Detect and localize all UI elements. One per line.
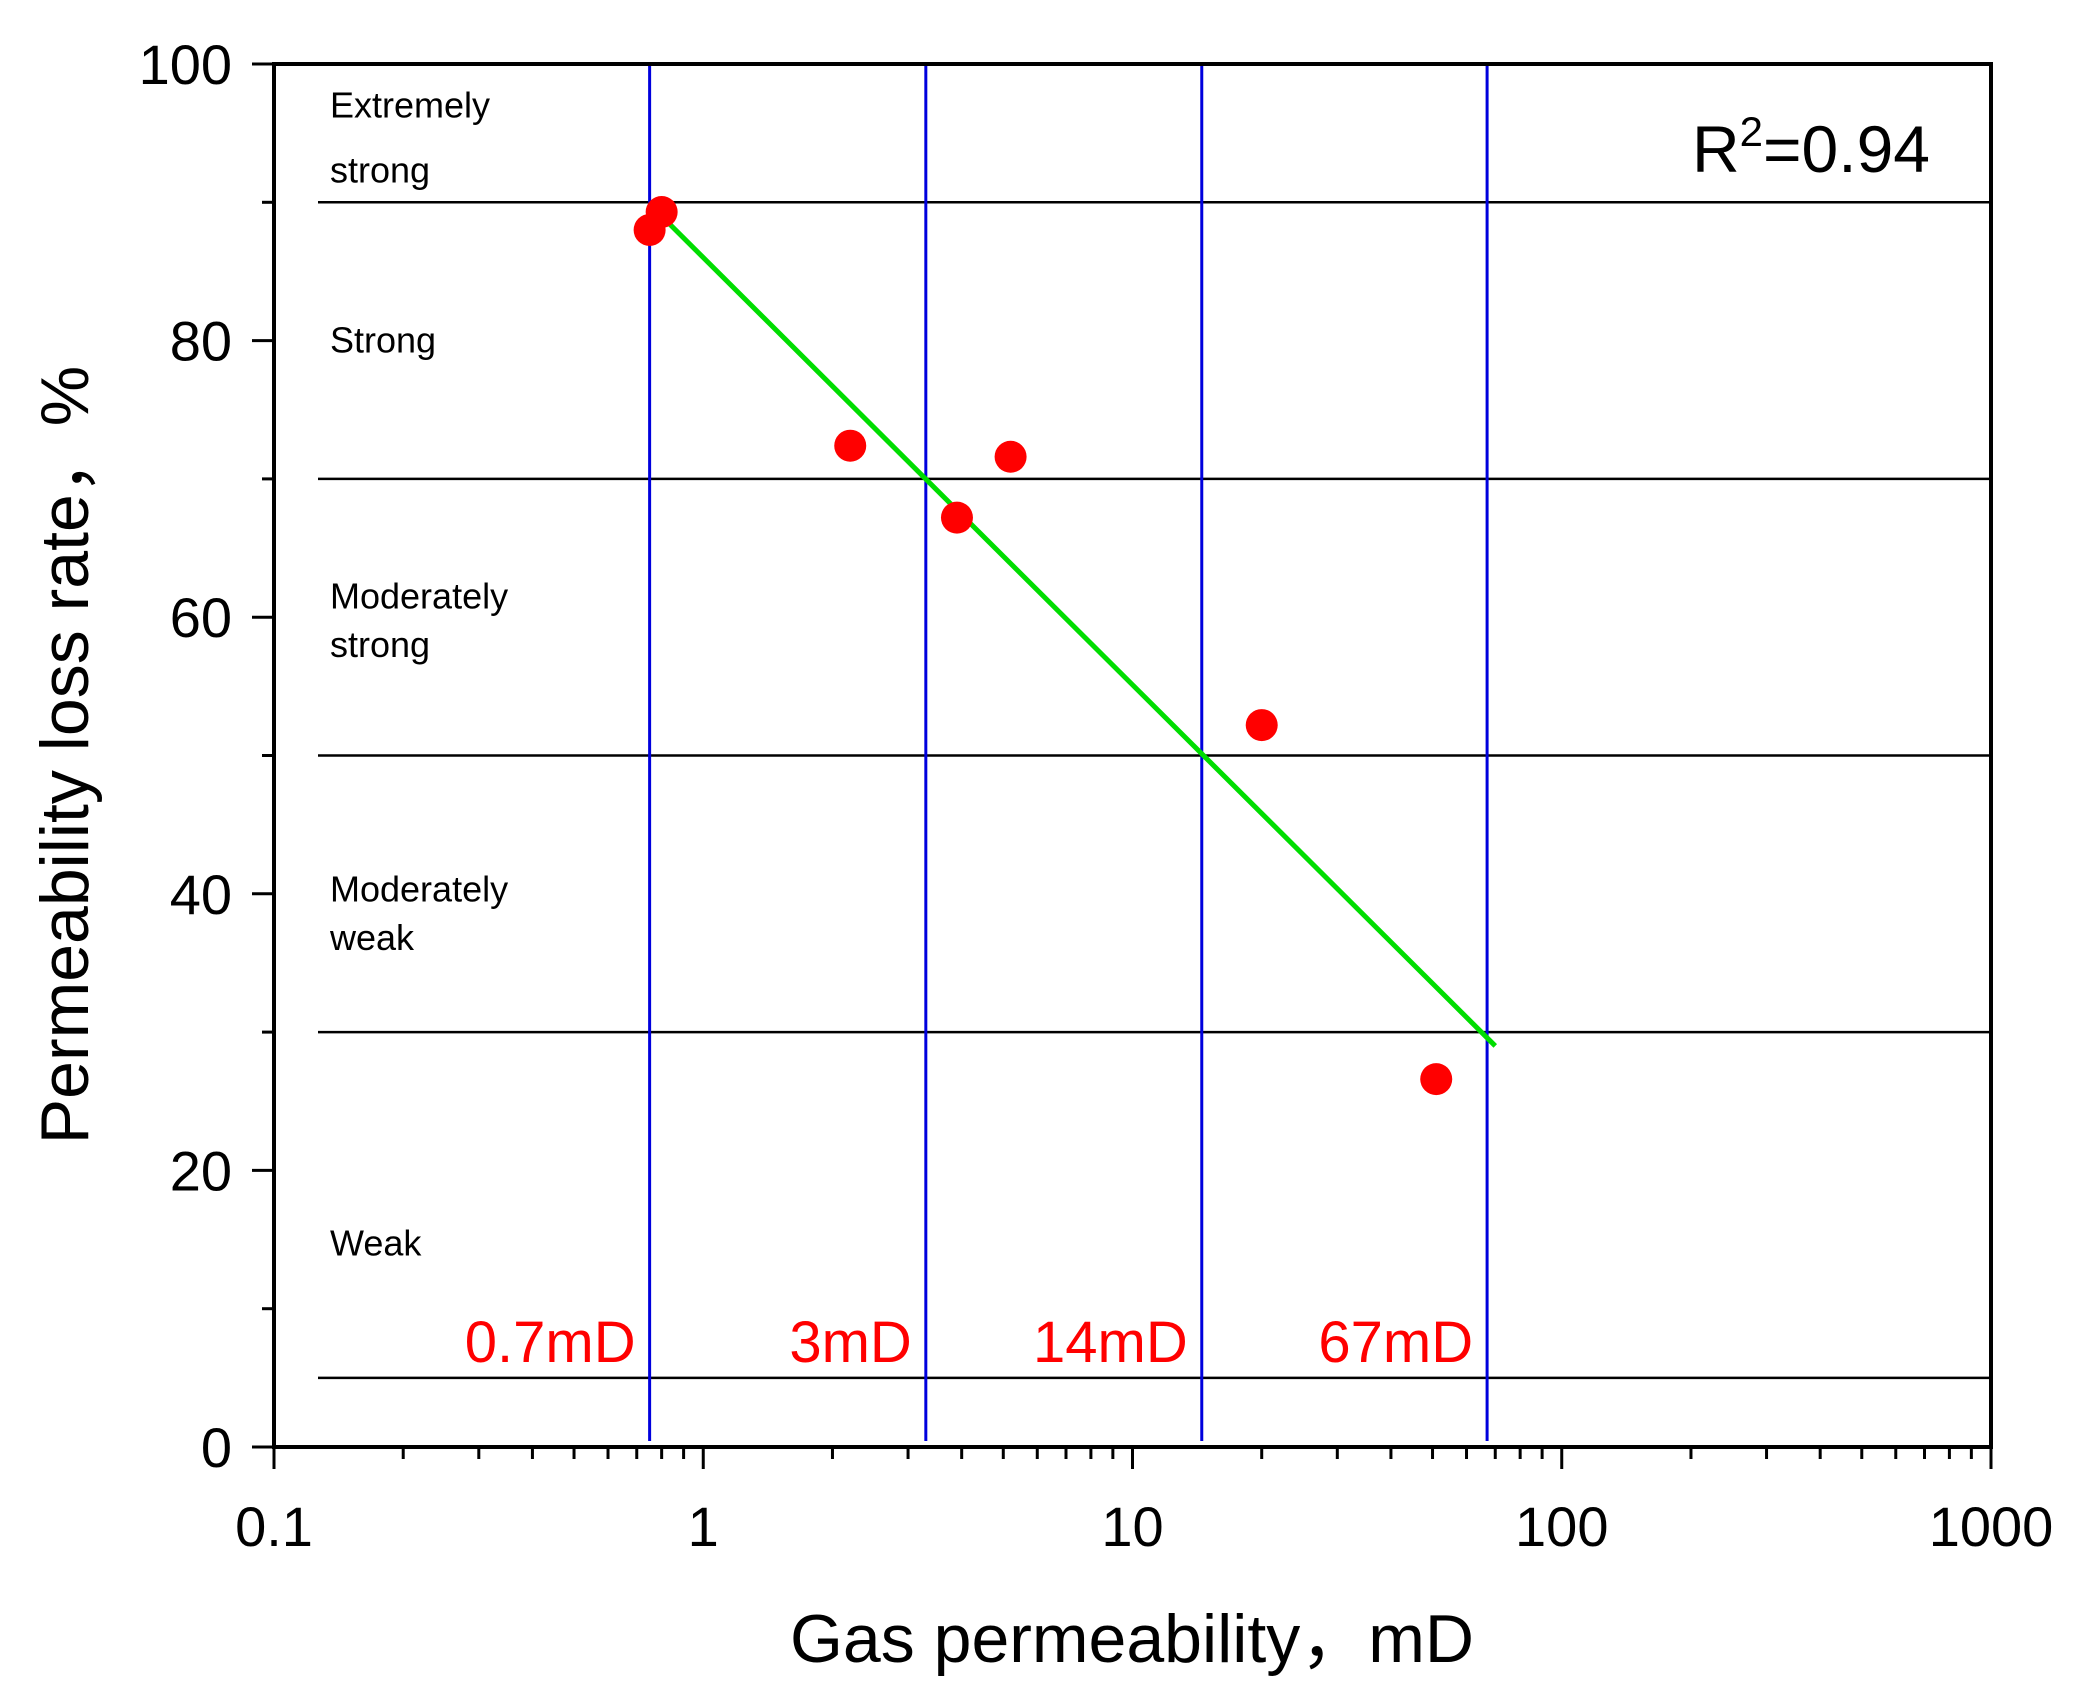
y-tick-label: 60 <box>170 586 232 649</box>
x-tick-label: 1 <box>688 1495 719 1558</box>
r-squared-label: R2=0.94 <box>1692 108 1930 186</box>
data-point <box>1420 1063 1453 1096</box>
data-point <box>994 440 1027 473</box>
data-point <box>940 501 973 534</box>
threshold-label: 67mD <box>1318 1310 1473 1375</box>
data-layer <box>633 195 1498 1096</box>
zone-label: Extremely <box>330 84 490 125</box>
zone-label: strong <box>330 624 430 665</box>
r-squared-superscript: 2 <box>1740 108 1763 155</box>
zone-label: Moderately <box>330 575 508 616</box>
data-point <box>834 429 867 462</box>
x-axis-title: Gas permeability，mD <box>790 1601 1474 1677</box>
x-tick-label: 100 <box>1515 1495 1608 1558</box>
y-tick-label: 40 <box>170 863 232 926</box>
data-point <box>645 195 678 228</box>
y-tick-label: 0 <box>201 1416 232 1479</box>
threshold-label: 0.7mD <box>465 1310 636 1375</box>
grid-layer <box>318 64 1991 1441</box>
y-tick-label: 100 <box>139 33 232 96</box>
data-point <box>1245 709 1278 742</box>
y-tick-label: 20 <box>170 1139 232 1202</box>
fit-line <box>659 214 1498 1048</box>
threshold-label: 3mD <box>789 1310 911 1375</box>
y-axis-title: Permeability loss rate，% <box>27 366 103 1144</box>
zone-label: Strong <box>330 320 436 361</box>
axis-layer: 0.1 1 10 100 1000 0 20 40 60 80 100 <box>139 33 2054 1558</box>
y-tick-label: 80 <box>170 310 232 373</box>
zone-label: Weak <box>330 1223 422 1264</box>
x-tick-label: 0.1 <box>235 1495 313 1558</box>
label-layer: 0.7mD 3mD 14mD 67mD Extremely strong Strong Mod… <box>329 84 1473 1375</box>
zone-label: Moderately <box>330 869 508 910</box>
r-squared-value: =0.94 <box>1763 112 1930 186</box>
threshold-label: 14mD <box>1033 1310 1188 1375</box>
x-tick-label: 10 <box>1101 1495 1163 1558</box>
r-squared-base: R <box>1692 112 1740 186</box>
x-tick-label: 1000 <box>1929 1495 2054 1558</box>
zone-label: strong <box>330 149 430 190</box>
zone-label: weak <box>329 917 415 958</box>
